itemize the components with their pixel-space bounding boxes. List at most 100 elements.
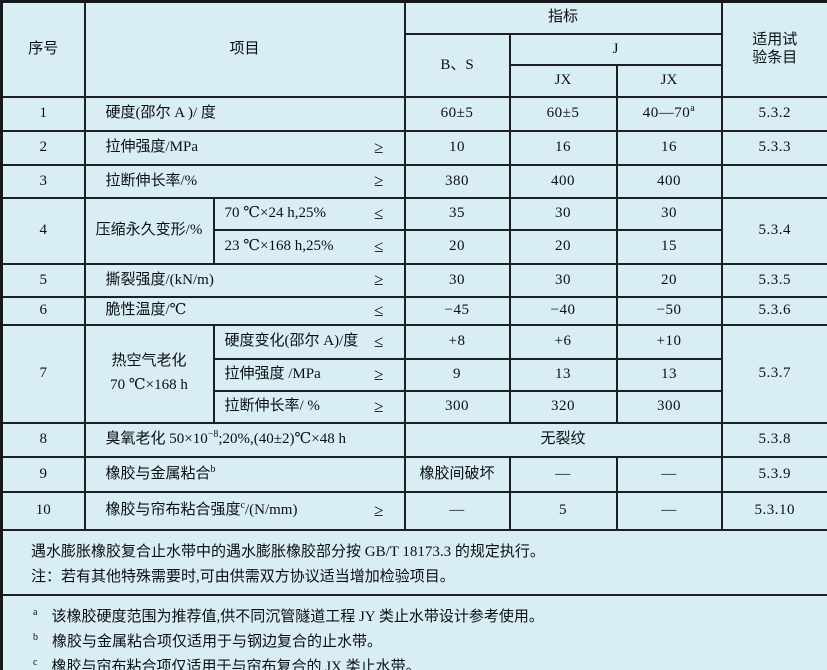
r4-sub2-comparator: ≤ bbox=[374, 236, 384, 256]
r9-item-label: 橡胶与金属粘合b bbox=[105, 463, 216, 484]
r4-no: 4 bbox=[0, 196, 86, 265]
header-cell-bs: B、S bbox=[403, 32, 511, 98]
footnote-c: c 橡胶与帘布粘合项仅适用于与帘布复合的 JX 类止水带。 bbox=[31, 655, 817, 670]
r4-group-label: 压缩永久变形/% bbox=[83, 196, 215, 265]
r7-sub1-label: 硬度变化(邵尔 A)/度 bbox=[224, 333, 359, 350]
r7-group-label: 热空气老化 70 ℃×168 h bbox=[83, 323, 215, 424]
r1-value-jx2: 40—70a bbox=[615, 95, 723, 132]
r10-item-label: 橡胶与帘布粘合强度c/(N/mm) bbox=[106, 501, 298, 520]
r4-sub1-comparator: ≤ bbox=[374, 203, 384, 223]
r7-sub3-value-jx1: 320 bbox=[508, 389, 618, 424]
footnote-b-marker: b bbox=[33, 631, 38, 643]
r9-test: 5.3.9 bbox=[720, 455, 827, 493]
r7-test: 5.3.7 bbox=[720, 323, 827, 424]
r10-footnote-marker: c bbox=[240, 500, 245, 512]
r4-sub1-item: 70 ℃×24 h,25% ≤ bbox=[212, 196, 406, 231]
r7-group-line1: 热空气老化 bbox=[111, 353, 187, 370]
r3-item-label: 拉断伸长率/% bbox=[105, 172, 198, 189]
r1-item: 硬度(邵尔 A )/ 度 bbox=[83, 95, 406, 132]
r8-test: 5.3.8 bbox=[720, 421, 827, 458]
r1-value-jx1: 60±5 bbox=[508, 95, 618, 132]
r6-value-jx2: −50 bbox=[615, 295, 723, 326]
r2-value-jx1: 16 bbox=[508, 129, 618, 166]
header-test-line2: 验条目 bbox=[752, 50, 798, 67]
footnote-c-text: 橡胶与帘布粘合项仅适用于与帘布复合的 JX 类止水带。 bbox=[51, 658, 421, 670]
r7-sub3-item: 拉断伸长率/ % ≥ bbox=[212, 389, 406, 424]
r2-no: 2 bbox=[0, 129, 86, 166]
r6-item-label: 脆性温度/℃ bbox=[105, 302, 187, 319]
r3-item: 拉断伸长率/% ≥ bbox=[83, 163, 406, 199]
r7-sub2-value-jx2: 13 bbox=[615, 357, 723, 392]
r10-test: 5.3.10 bbox=[720, 490, 827, 531]
r4-sub2-item: 23 ℃×168 h,25% ≤ bbox=[212, 228, 406, 265]
r4-sub1-label: 70 ℃×24 h,25% bbox=[224, 205, 326, 222]
header-test-line1: 适用试 bbox=[752, 31, 798, 48]
r10-value-jx2: — bbox=[615, 490, 723, 531]
r4-sub2-value-jx2: 15 bbox=[615, 228, 723, 265]
r7-sub2-label: 拉伸强度 /MPa bbox=[224, 366, 321, 383]
r3-comparator: ≥ bbox=[374, 171, 384, 191]
r7-group-line2: 70 ℃×168 h bbox=[110, 376, 188, 393]
r1-no: 1 bbox=[0, 95, 86, 132]
table-notes: 遇水膨胀橡胶复合止水带中的遇水膨胀橡胶部分按 GB/T 18173.3 的规定执… bbox=[0, 528, 827, 596]
footnote-b-text: 橡胶与金属粘合项仅适用于与钢边复合的止水带。 bbox=[52, 633, 383, 650]
r5-item-label: 撕裂强度/(kN/m) bbox=[105, 271, 214, 288]
r4-sub2-value-bs: 20 bbox=[403, 228, 511, 265]
header-cell-jx-1: JX bbox=[508, 63, 618, 98]
r6-comparator: ≤ bbox=[374, 300, 384, 320]
r3-no: 3 bbox=[0, 163, 86, 199]
table-footnotes: a 该橡胶硬度范围为推荐值,供不同沉管隧道工程 JY 类止水带设计参考使用。 b 橡… bbox=[0, 593, 827, 670]
r9-value-jx2: — bbox=[615, 455, 723, 493]
r9-footnote-marker: b bbox=[210, 463, 216, 475]
r5-item: 撕裂强度/(kN/m) ≥ bbox=[83, 262, 406, 298]
r7-sub1-item: 硬度变化(邵尔 A)/度 ≤ bbox=[212, 323, 406, 360]
r8-item-rest: ;20%,(40±2)℃×48 h bbox=[218, 431, 346, 448]
r5-value-jx1: 30 bbox=[508, 262, 618, 298]
r7-sub3-label: 拉断伸长率/ % bbox=[224, 398, 320, 415]
r6-value-bs: −45 bbox=[403, 295, 511, 326]
r6-test: 5.3.6 bbox=[720, 295, 827, 326]
r4-sub1-value-bs: 35 bbox=[403, 196, 511, 231]
footnote-a-marker: a bbox=[33, 606, 38, 618]
r7-sub2-value-jx1: 13 bbox=[508, 357, 618, 392]
r7-sub1-comparator: ≤ bbox=[374, 331, 384, 351]
r10-comparator: ≥ bbox=[374, 500, 384, 520]
r6-value-jx1: −40 bbox=[508, 295, 618, 326]
r1-footnote-marker: a bbox=[690, 103, 696, 115]
r2-item: 拉伸强度/MPa ≥ bbox=[83, 129, 406, 166]
header-cell-zhibiao: 指标 bbox=[403, 0, 723, 35]
r10-item: 橡胶与帘布粘合强度c/(N/mm) ≥ bbox=[83, 490, 406, 531]
r1-item-label: 硬度(邵尔 A )/ 度 bbox=[105, 105, 216, 122]
header-cell-xuhao: 序号 bbox=[0, 0, 86, 98]
r2-test: 5.3.3 bbox=[720, 129, 827, 166]
r7-sub1-value-bs: +8 bbox=[403, 323, 511, 360]
footnote-b: b 橡胶与金属粘合项仅适用于与钢边复合的止水带。 bbox=[31, 630, 817, 655]
r6-item: 脆性温度/℃ ≤ bbox=[83, 295, 406, 326]
r8-item-exponent: −8 bbox=[207, 429, 219, 441]
r10-no: 10 bbox=[0, 490, 86, 531]
footnote-a: a 该橡胶硬度范围为推荐值,供不同沉管隧道工程 JY 类止水带设计参考使用。 bbox=[31, 605, 817, 630]
r9-value-bs: 橡胶间破坏 bbox=[403, 455, 511, 493]
r4-sub2-label: 23 ℃×168 h,25% bbox=[224, 238, 334, 255]
r7-sub3-value-jx2: 300 bbox=[615, 389, 723, 424]
r3-value-jx2: 400 bbox=[615, 163, 723, 199]
r7-sub2-value-bs: 9 bbox=[403, 357, 511, 392]
header-cell-test-clause: 适用试 验条目 bbox=[720, 0, 827, 98]
r9-item-base: 橡胶与金属粘合 bbox=[105, 465, 211, 482]
r2-comparator: ≥ bbox=[374, 137, 384, 157]
r9-item: 橡胶与金属粘合b bbox=[83, 455, 406, 493]
r4-sub1-value-jx1: 30 bbox=[508, 196, 618, 231]
r10-value-jx1: 5 bbox=[508, 490, 618, 531]
r6-no: 6 bbox=[0, 295, 86, 326]
r9-value-jx1: — bbox=[508, 455, 618, 493]
r2-item-label: 拉伸强度/MPa bbox=[105, 139, 199, 156]
r2-value-bs: 10 bbox=[403, 129, 511, 166]
r7-sub2-item: 拉伸强度 /MPa ≥ bbox=[212, 357, 406, 392]
header-cell-j: J bbox=[508, 32, 723, 66]
footnote-c-marker: c bbox=[33, 656, 38, 668]
r10-value-bs: — bbox=[403, 490, 511, 531]
r7-sub3-comparator: ≥ bbox=[374, 396, 384, 416]
header-cell-jx-2: JX bbox=[615, 63, 723, 98]
